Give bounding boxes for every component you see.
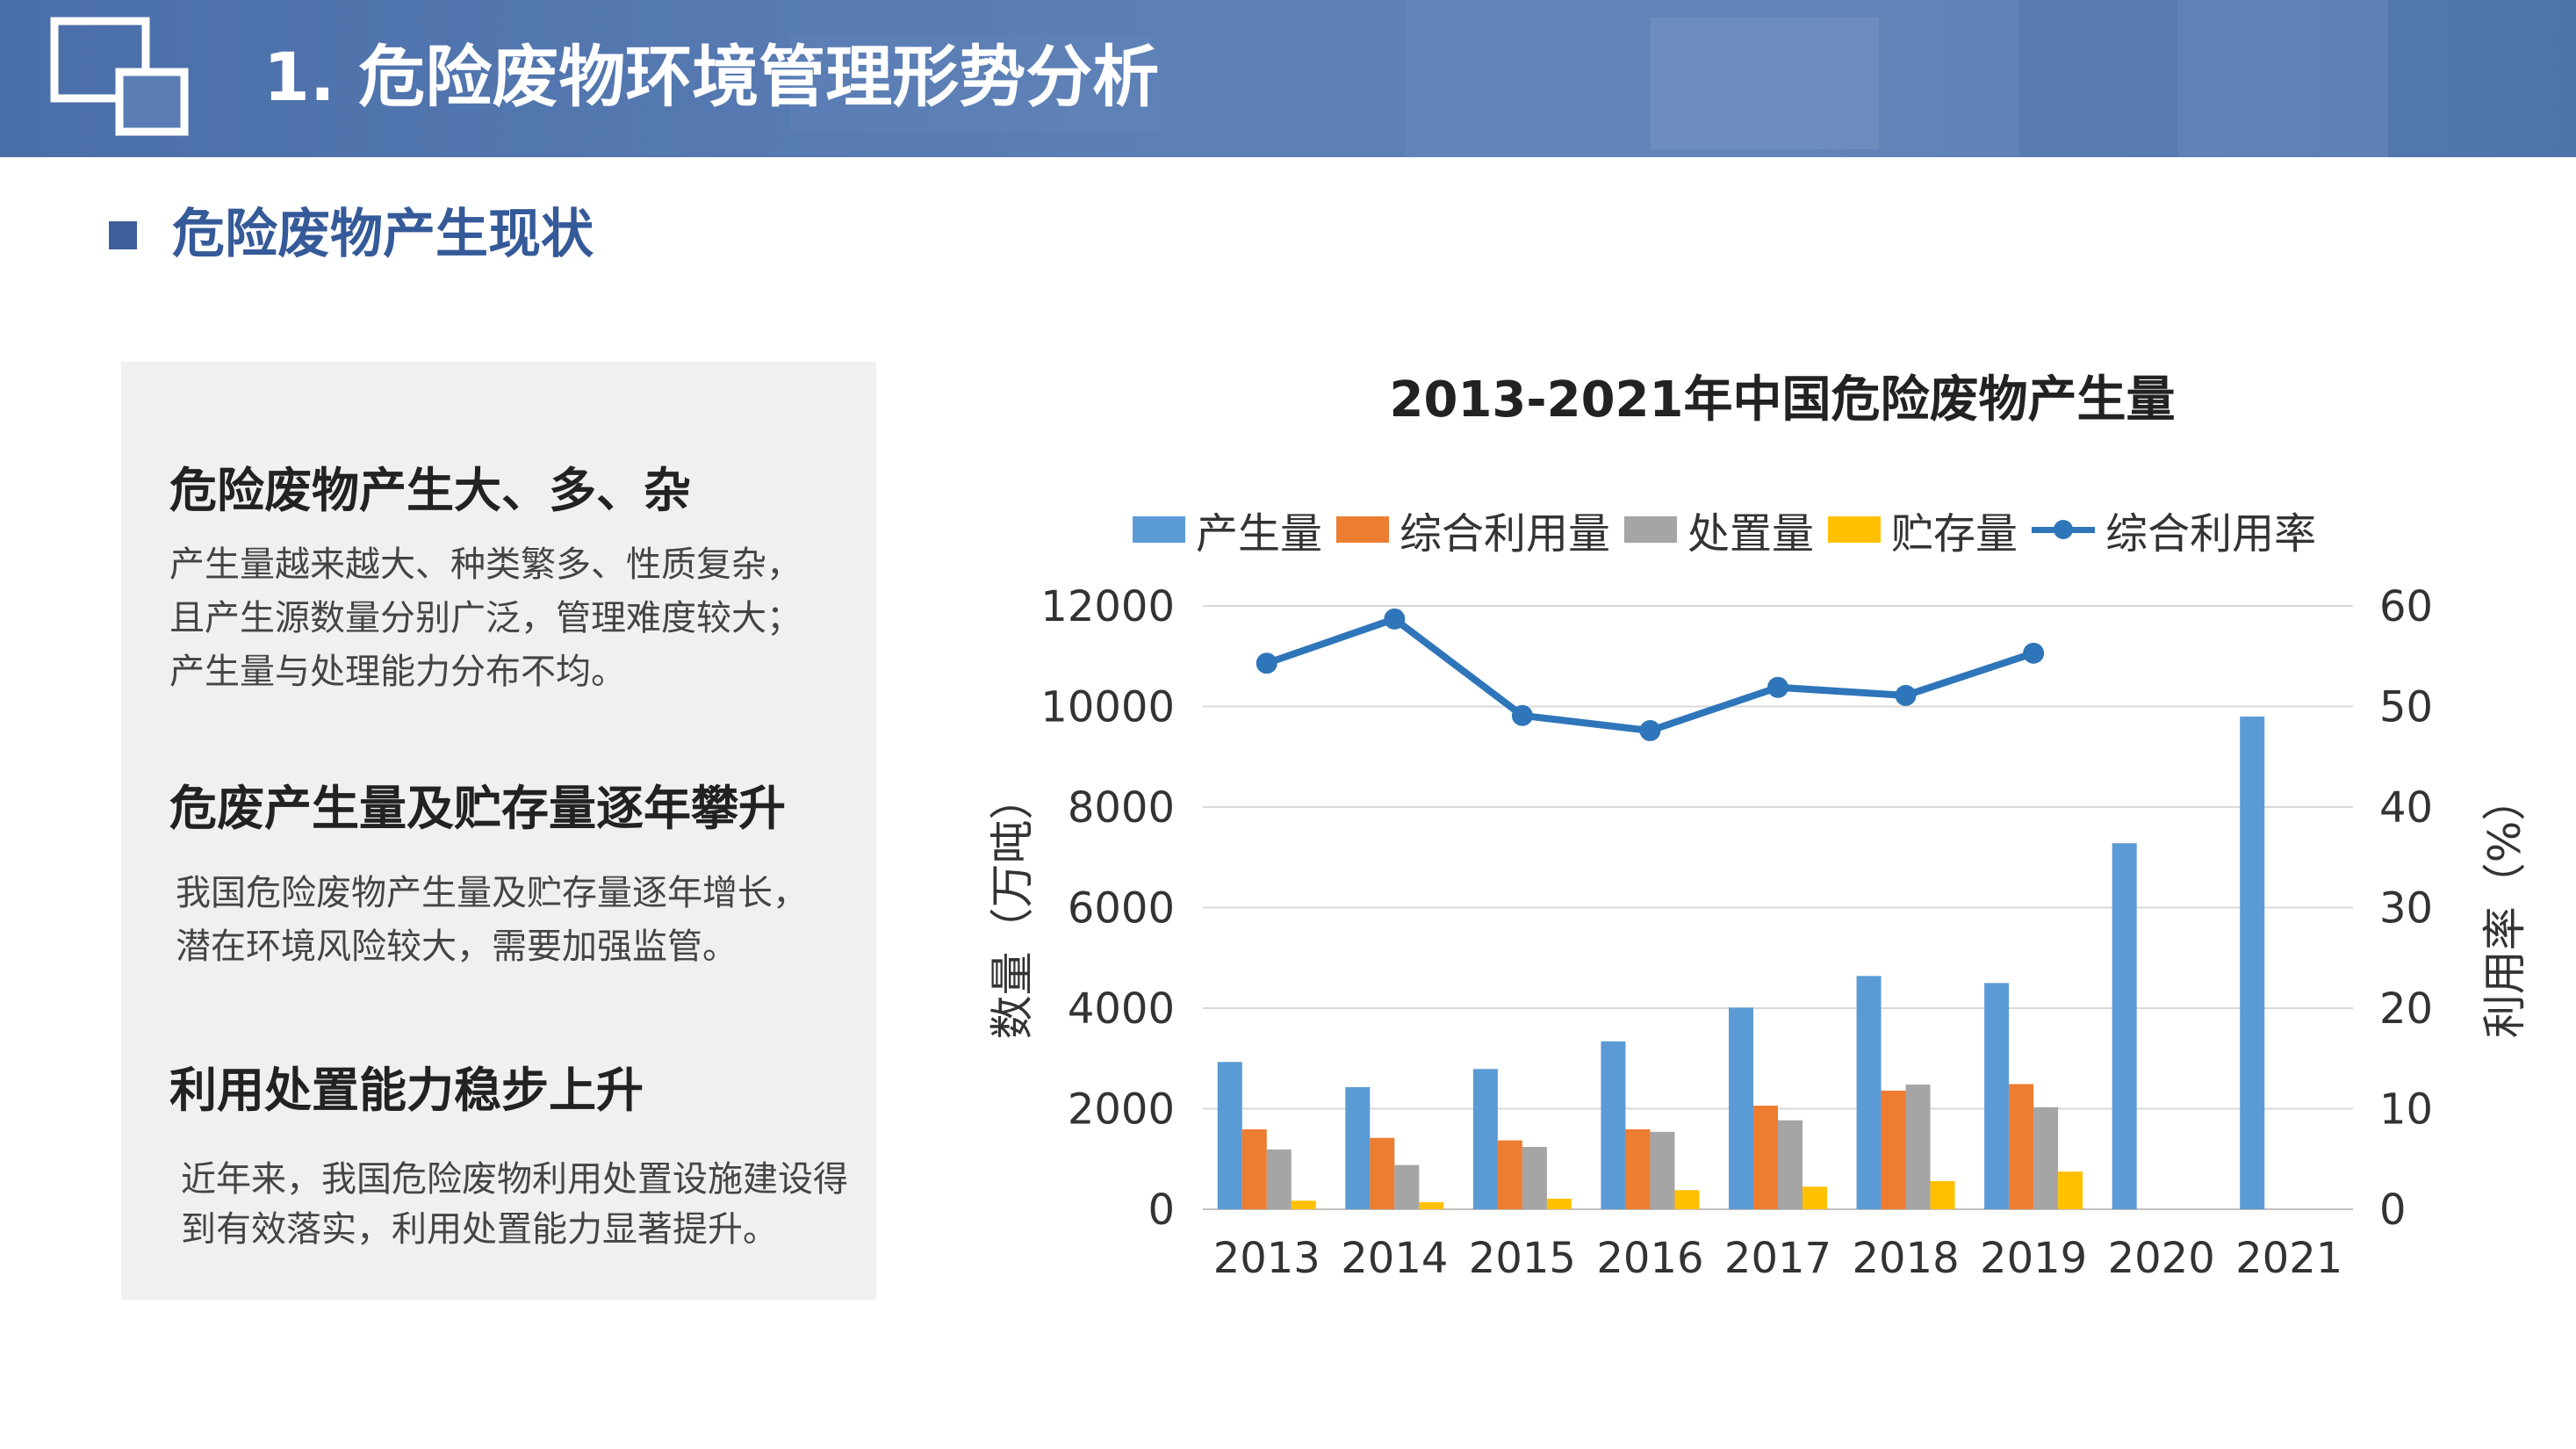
point-1-line-2: 且产生源数量分别广泛，管理难度较大；: [169, 598, 802, 638]
x-tick-label: 2020: [2108, 1234, 2215, 1283]
x-tick-label: 2017: [1724, 1234, 1831, 1283]
line-point-综合利用率: [1384, 608, 1406, 630]
point-2-title: 危废产生量及贮存量逐年攀升: [169, 781, 786, 836]
bar-产生量-2020: [2112, 843, 2137, 1209]
x-tick-label: 2015: [1469, 1234, 1576, 1283]
legend-swatch-disposal: [1624, 516, 1678, 543]
bar-产生量-2013: [1217, 1062, 1242, 1209]
bar-贮存量-2019: [2058, 1171, 2083, 1209]
bar-贮存量-2015: [1546, 1198, 1572, 1209]
summary-panel: 危险废物产生大、多、杂 产生量越来越大、种类繁多、性质复杂， 且产生源数量分别广…: [121, 362, 876, 1300]
bar-综合利用量-2019: [2009, 1084, 2034, 1209]
y-axis-label: 数量（万吨）: [987, 776, 1038, 1040]
chart-legend: 产生量 综合利用量 处置量 贮存量 综合利用率: [1133, 501, 2330, 559]
legend-label-storage: 贮存量: [1891, 509, 2018, 559]
bar-处置量-2018: [1905, 1085, 1931, 1209]
y2-tick-label: 60: [2379, 582, 2433, 631]
y-tick-label: 4000: [1068, 984, 1175, 1034]
x-tick-label: 2016: [1596, 1234, 1703, 1283]
y2-axis-label: 利用率（%）: [2479, 777, 2530, 1039]
legend-item-storage: 贮存量: [1828, 499, 2018, 560]
legend-swatch-production: [1133, 516, 1185, 543]
page-title: 1. 危险废物环境管理形势分析: [263, 38, 1160, 116]
line-point-综合利用率: [1511, 704, 1533, 726]
y2-tick-label: 0: [2379, 1186, 2407, 1235]
line-point-综合利用率: [1895, 684, 1917, 706]
bar-产生量-2017: [1729, 1007, 1753, 1209]
point-1-line-1: 产生量越来越大、种类繁多、性质复杂，: [169, 544, 802, 585]
header-banner: 1. 危险废物环境管理形势分析: [0, 0, 2576, 157]
y-tick-label: 2000: [1068, 1085, 1175, 1135]
y2-tick-label: 20: [2379, 984, 2433, 1034]
bar-处置量-2017: [1778, 1120, 1802, 1209]
bar-产生量-2019: [1984, 983, 2010, 1209]
y-tick-label: 10000: [1040, 683, 1175, 732]
point-3-title: 利用处置能力稳步上升: [169, 1063, 644, 1118]
bar-处置量-2015: [1522, 1147, 1547, 1209]
legend-item-disposal: 处置量: [1624, 499, 1814, 560]
bar-处置量-2019: [2033, 1107, 2059, 1209]
bar-贮存量-2014: [1419, 1201, 1444, 1209]
legend-swatch-utilization: [1336, 516, 1390, 543]
bar-综合利用量-2014: [1370, 1137, 1395, 1209]
legend-item-utilization: 综合利用量: [1336, 499, 1610, 560]
bar-贮存量-2016: [1674, 1190, 1700, 1209]
legend-swatch-storage: [1828, 516, 1882, 543]
y2-tick-label: 10: [2379, 1085, 2433, 1135]
point-2-line-2: 潜在环境风险较大，需要加强监管。: [176, 926, 738, 967]
bar-处置量-2013: [1266, 1149, 1292, 1209]
y2-tick-label: 40: [2379, 783, 2433, 833]
point-3-line-1: 近年来，我国危险废物利用处置设施建设得: [181, 1159, 848, 1200]
point-3-line-2: 到有效落实，利用处置能力显著提升。: [181, 1209, 778, 1250]
y2-tick-label: 50: [2379, 683, 2433, 732]
x-tick-label: 2019: [1980, 1234, 2087, 1283]
bar-产生量-2015: [1472, 1069, 1498, 1209]
bar-贮存量-2017: [1802, 1186, 1827, 1209]
y2-tick-label: 30: [2379, 884, 2433, 934]
section-bullet-icon: [109, 221, 137, 249]
x-tick-label: 2021: [2235, 1234, 2342, 1283]
point-1-title: 危险废物产生大、多、杂: [169, 463, 691, 518]
x-tick-label: 2018: [1852, 1234, 1959, 1283]
section-title: 危险废物产生现状: [172, 204, 594, 265]
chart-title: 2013-2021年中国危险废物产生量: [1389, 371, 2176, 429]
bar-综合利用量-2015: [1497, 1140, 1522, 1209]
bar-处置量-2016: [1650, 1131, 1675, 1209]
legend-label-rate: 综合利用率: [2105, 509, 2317, 559]
legend-item-production: 产生量: [1133, 499, 1322, 560]
bar-产生量-2021: [2240, 716, 2265, 1209]
bar-综合利用量-2018: [1881, 1090, 1906, 1209]
bar-处置量-2014: [1394, 1164, 1420, 1209]
line-point-综合利用率: [1256, 652, 1277, 674]
y-tick-label: 12000: [1040, 582, 1175, 631]
legend-label-production: 产生量: [1196, 509, 1323, 559]
bar-综合利用量-2013: [1241, 1128, 1267, 1209]
bar-贮存量-2018: [1930, 1180, 1955, 1209]
point-1-line-3: 产生量与处理能力分布不均。: [169, 652, 626, 692]
legend-item-rate: 综合利用率: [2032, 499, 2316, 560]
line-point-综合利用率: [1767, 676, 1788, 698]
bar-产生量-2018: [1856, 976, 1882, 1209]
bar-产生量-2016: [1601, 1041, 1626, 1209]
legend-label-disposal: 处置量: [1687, 509, 1815, 559]
line-point-综合利用率: [1639, 719, 1661, 741]
y-tick-label: 0: [1148, 1186, 1175, 1235]
line-point-综合利用率: [2023, 642, 2045, 664]
point-2-line-1: 我国危险废物产生量及贮存量逐年增长，: [176, 873, 808, 913]
y-tick-label: 6000: [1068, 884, 1175, 934]
chart-plot: 0 2000 4000 6000 8000 10000 12000 0 10 20 30 40 50 60…: [987, 582, 2530, 1283]
x-tick-label: 2014: [1341, 1234, 1448, 1283]
bar-贮存量-2013: [1291, 1200, 1316, 1209]
header-texture: [790, 0, 2388, 157]
bar-综合利用量-2016: [1625, 1128, 1651, 1209]
legend-swatch-rate: [2032, 516, 2096, 543]
bar-综合利用量-2017: [1753, 1106, 1778, 1209]
line-综合利用率: [1265, 615, 2035, 734]
legend-label-utilization: 综合利用量: [1400, 509, 1611, 559]
logo-squares-icon: [50, 17, 189, 136]
bar-产生量-2014: [1345, 1086, 1371, 1209]
x-tick-label: 2013: [1213, 1234, 1320, 1283]
y-tick-label: 8000: [1068, 783, 1175, 833]
